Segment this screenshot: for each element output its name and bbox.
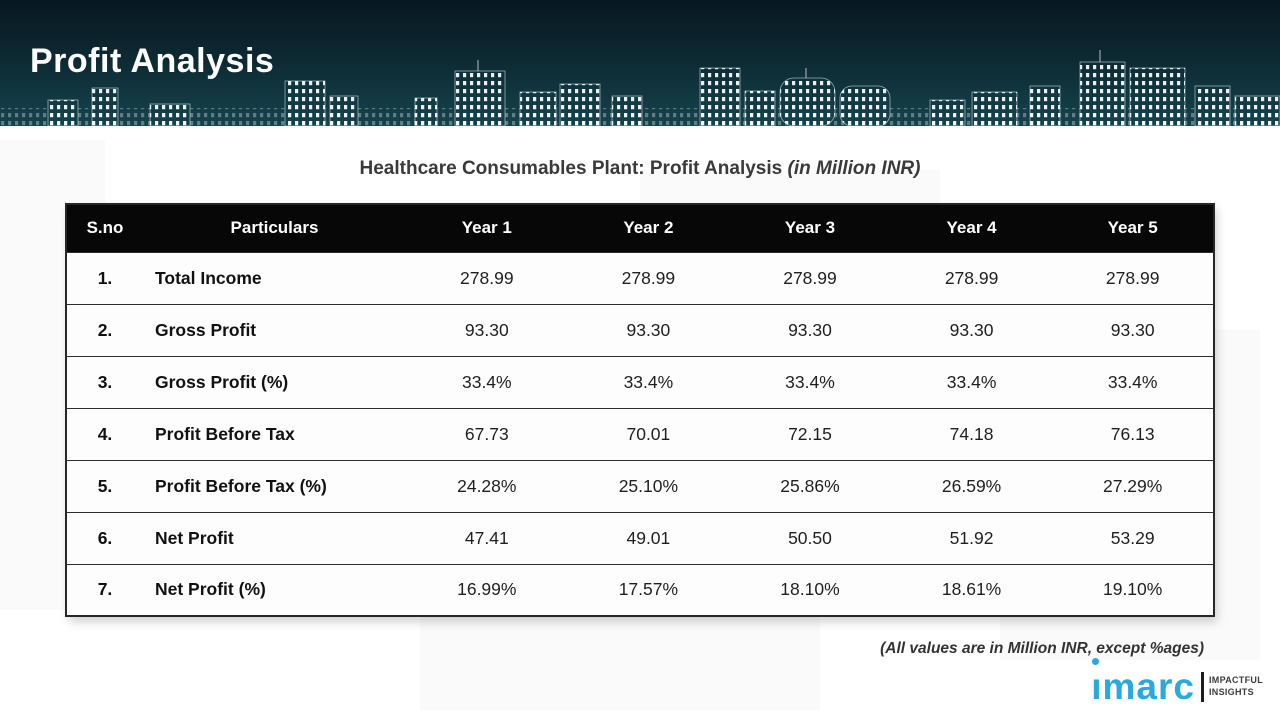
column-header-year-5: Year 5	[1052, 204, 1214, 252]
imarc-logo-tagline: IMPACTFUL INSIGHTS	[1209, 675, 1263, 698]
imarc-logo: ımarc IMPACTFUL INSIGHTS	[1091, 658, 1263, 707]
cell-year-2: 49.01	[567, 511, 730, 564]
cell-year-5: 93.30	[1052, 303, 1214, 356]
table-body: 1. Total Income 278.99 278.99 278.99 278.99 27…	[66, 251, 1214, 616]
tagline-line2: INSIGHTS	[1208, 686, 1254, 697]
cell-year-4: 26.59%	[890, 459, 1053, 512]
cell-year-3: 18.10%	[729, 563, 891, 616]
table-title: Healthcare Consumables Plant: Profit Ana…	[0, 158, 1280, 180]
cell-sno: 2.	[66, 303, 143, 356]
imarc-logo-text: ımarc	[1091, 666, 1195, 707]
cell-year-4: 33.4%	[890, 355, 1053, 408]
table-row: 1. Total Income 278.99 278.99 278.99 278.99 27…	[66, 251, 1214, 304]
cell-particulars: Net Profit	[143, 511, 406, 564]
cell-sno: 4.	[66, 407, 143, 460]
cell-year-4: 278.99	[890, 251, 1053, 304]
column-header-year-3: Year 3	[729, 204, 891, 252]
cell-particulars: Gross Profit (%)	[143, 355, 406, 408]
cell-year-1: 33.4%	[406, 355, 568, 408]
cell-particulars: Profit Before Tax (%)	[143, 459, 406, 512]
cell-year-4: 93.30	[890, 303, 1053, 356]
cell-year-3: 33.4%	[729, 355, 891, 408]
table-title-text: Healthcare Consumables Plant: Profit Ana…	[359, 158, 788, 179]
cell-year-5: 76.13	[1052, 407, 1214, 460]
cell-year-5: 53.29	[1052, 511, 1214, 564]
cell-year-5: 278.99	[1052, 251, 1214, 304]
column-header-year-1: Year 1	[406, 204, 568, 252]
cell-year-3: 93.30	[729, 303, 891, 356]
column-header-year-2: Year 2	[567, 204, 730, 252]
cell-year-5: 27.29%	[1052, 459, 1214, 512]
cell-particulars: Total Income	[143, 251, 406, 304]
cell-year-1: 67.73	[406, 407, 568, 460]
table-row: 3. Gross Profit (%) 33.4% 33.4% 33.4% 33.4% 33…	[66, 355, 1214, 408]
imarc-logo-wordmark: ımarc	[1091, 658, 1195, 707]
cell-year-4: 51.92	[890, 511, 1053, 564]
cell-year-2: 278.99	[567, 251, 730, 304]
cell-year-3: 278.99	[729, 251, 891, 304]
cell-particulars: Gross Profit	[143, 303, 406, 356]
column-header-s-no: S.no	[66, 204, 143, 252]
cell-sno: 3.	[66, 355, 143, 408]
cell-sno: 7.	[66, 563, 143, 616]
logo-divider	[1200, 671, 1204, 702]
table-row: 7. Net Profit (%) 16.99% 17.57% 18.10% 18.61%…	[66, 563, 1214, 616]
cell-year-3: 50.50	[729, 511, 891, 564]
cell-year-2: 93.30	[567, 303, 730, 356]
cell-year-1: 24.28%	[406, 459, 568, 512]
table-row: 4. Profit Before Tax 67.73 70.01 72.15 74.18 7…	[66, 407, 1214, 460]
cell-year-4: 18.61%	[890, 563, 1053, 616]
table-title-units: (in Million INR)	[787, 158, 921, 179]
cell-particulars: Profit Before Tax	[143, 407, 406, 460]
city-skyline-graphic	[0, 50, 1280, 126]
cell-year-1: 93.30	[406, 303, 568, 356]
cell-year-5: 33.4%	[1052, 355, 1214, 408]
cell-year-3: 25.86%	[729, 459, 891, 512]
table-row: 6. Net Profit 47.41 49.01 50.50 51.92 53.29	[66, 511, 1214, 564]
cell-year-2: 70.01	[567, 407, 730, 460]
cell-year-2: 17.57%	[567, 563, 730, 616]
cell-year-3: 72.15	[729, 407, 891, 460]
cell-sno: 6.	[66, 511, 143, 564]
background-watermark	[420, 600, 820, 710]
cell-year-2: 33.4%	[567, 355, 730, 408]
cell-year-5: 19.10%	[1052, 563, 1214, 616]
cell-year-2: 25.10%	[567, 459, 730, 512]
cell-sno: 5.	[66, 459, 143, 512]
column-header-year-4: Year 4	[890, 204, 1053, 252]
imarc-logo-i-dot	[1092, 658, 1100, 665]
table-row: 2. Gross Profit 93.30 93.30 93.30 93.30 93.30	[66, 303, 1214, 356]
column-header-particulars: Particulars	[143, 204, 406, 252]
header-band: Profit Analysis	[0, 0, 1280, 126]
cell-particulars: Net Profit (%)	[143, 563, 406, 616]
table-row: 5. Profit Before Tax (%) 24.28% 25.10% 25.86…	[66, 459, 1214, 512]
tagline-line1: IMPACTFUL	[1208, 675, 1263, 686]
cell-sno: 1.	[66, 251, 143, 304]
cell-year-1: 16.99%	[406, 563, 568, 616]
values-footnote: (All values are in Million INR, except %…	[880, 640, 1204, 657]
cell-year-1: 278.99	[406, 251, 568, 304]
page-title: Profit Analysis	[30, 42, 275, 80]
cell-year-1: 47.41	[406, 511, 568, 564]
cell-year-4: 74.18	[890, 407, 1053, 460]
